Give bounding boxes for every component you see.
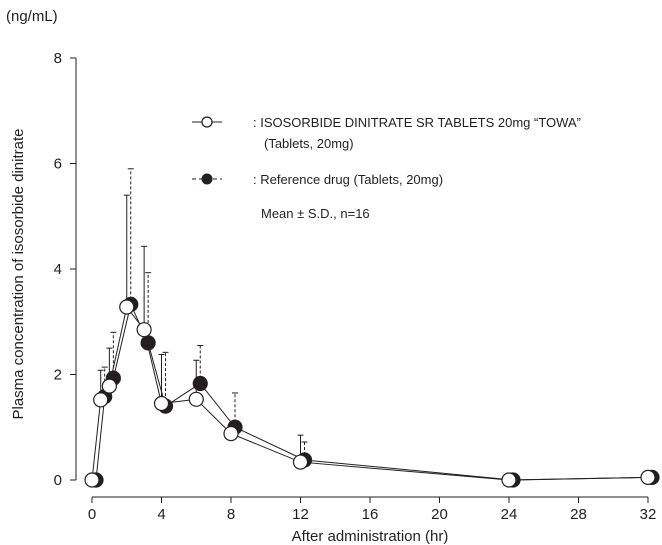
point-towa [93,392,109,408]
legend-marker-filled-circle [201,173,213,185]
y-tick-label: 2 [54,367,62,384]
x-ticks: 0 4 8 12 16 20 24 28 32 [88,497,657,523]
point-towa [153,395,170,412]
point-towa [101,378,117,394]
x-tick-label: 8 [227,506,235,523]
legend-label-reference: : Reference drug (Tablets, 20mg) [253,172,443,187]
y-unit-label: (ng/mL) [6,8,58,25]
point-towa [501,472,517,488]
x-tick-label: 24 [501,506,518,523]
y-ticks: 0 2 4 6 8 [54,50,76,489]
legend-label-towa-line2: (Tablets, 20mg) [264,136,354,151]
x-tick-label: 20 [431,506,448,523]
point-reference [192,375,208,392]
point-towa [640,469,656,485]
point-towa [292,454,309,470]
legend-marker-open-circle [201,116,213,128]
x-tick-label: 16 [362,506,379,523]
point-towa [136,322,152,338]
legend-label-towa: : ISOSORBIDE DINITRATE SR TABLETS 20mg “… [253,115,581,130]
annotation-mean-sd: Mean ± S.D., n=16 [261,206,370,221]
x-axis-title: After administration (hr) [292,528,449,545]
x-tick-label: 0 [88,506,96,523]
y-axis-title: Plasma concentration of isosorbide dinit… [10,129,27,420]
y-tick-label: 8 [54,50,62,67]
y-tick-label: 6 [54,156,62,173]
legend: : ISOSORBIDE DINITRATE SR TABLETS 20mg “… [192,115,581,221]
y-tick-label: 0 [54,472,62,489]
point-towa [188,391,204,407]
series-line-reference [95,302,653,481]
series-lines [91,302,653,481]
point-towa [84,472,100,488]
y-tick-label: 4 [54,261,62,278]
data-points [84,296,660,488]
series-line-towa [91,305,649,481]
point-towa [119,299,135,315]
x-tick-label: 28 [570,506,587,523]
x-tick-label: 32 [640,506,657,523]
x-tick-label: 4 [157,506,165,523]
x-tick-label: 12 [292,506,309,523]
point-towa [223,425,239,442]
point-reference [140,335,156,351]
